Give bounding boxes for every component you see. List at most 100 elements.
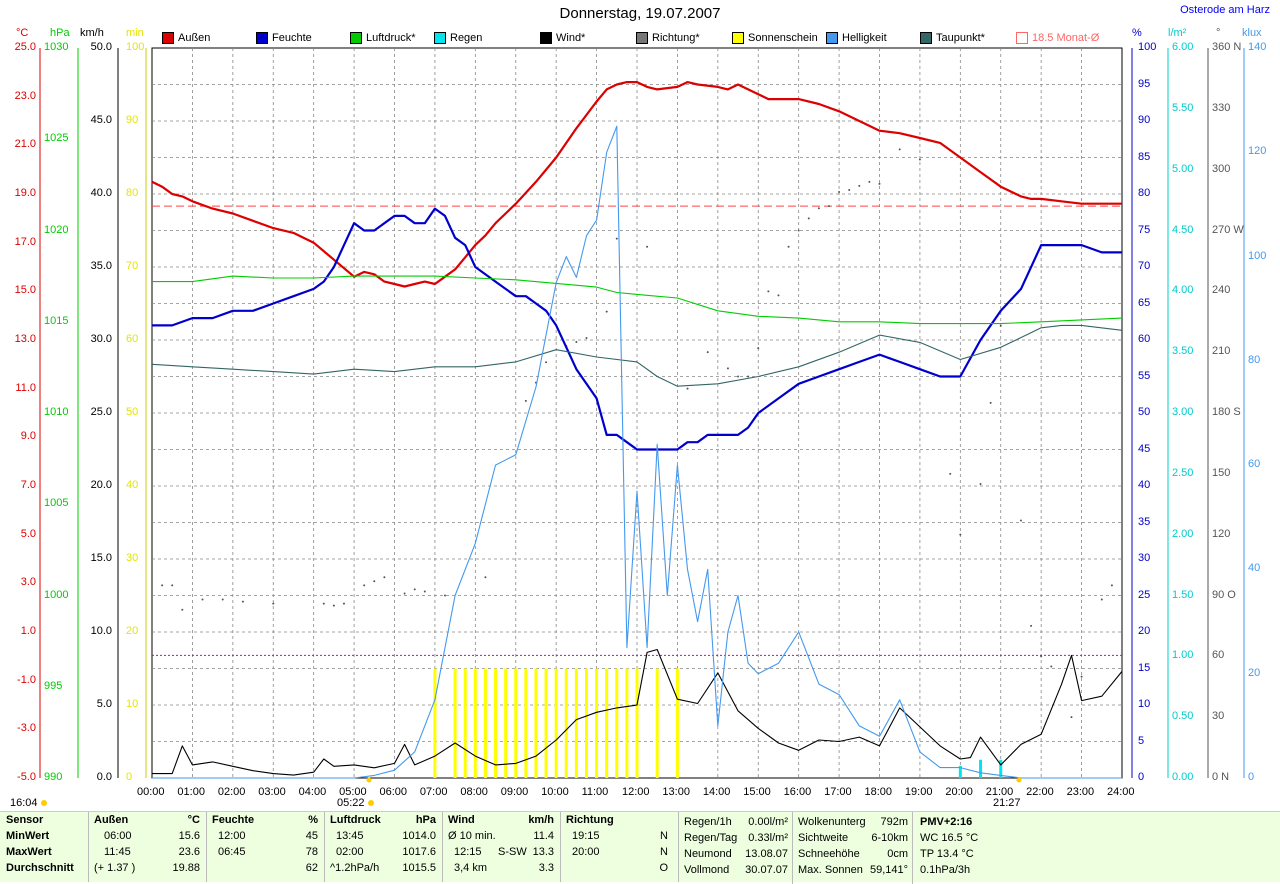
stats-wind-max-dir: S-SW bbox=[498, 846, 527, 858]
direction-dot bbox=[838, 190, 841, 193]
sunset-time: 21:27 bbox=[993, 797, 1021, 809]
lux-tick: 0 bbox=[1248, 771, 1255, 783]
time-tick: 04:00 bbox=[298, 786, 327, 798]
hum-tick: 90 bbox=[1138, 114, 1151, 126]
lux-tick: 120 bbox=[1248, 145, 1267, 158]
dir-tick: 240 bbox=[1212, 284, 1231, 297]
stats-feuchte-col: Feuchte% 12:00 45 06:45 78 62 bbox=[206, 812, 325, 882]
stats-luftdruck-max-time: 02:00 bbox=[336, 846, 364, 858]
rain-tick: 0.50 bbox=[1172, 710, 1194, 723]
stats-wind-avg: 3.3 bbox=[538, 862, 554, 874]
hum-tick: 100 bbox=[1138, 41, 1157, 53]
lux-tick: 40 bbox=[1248, 562, 1261, 575]
stats-feuchte-unit: % bbox=[308, 814, 318, 826]
stats-luftdruck-min-time: 13:45 bbox=[336, 830, 364, 842]
stats-richtung-max: N bbox=[660, 846, 668, 858]
direction-dot bbox=[858, 184, 861, 187]
stats-sensor-col: Sensor MinWert MaxWert Durchschnitt bbox=[0, 812, 89, 882]
direction-dot bbox=[1110, 584, 1113, 587]
sun-tick: 0 bbox=[126, 771, 133, 783]
direction-dot bbox=[342, 602, 345, 605]
direction-dot bbox=[322, 602, 325, 605]
sun-tick: 100 bbox=[126, 41, 145, 53]
press-tick: 1000 bbox=[44, 588, 69, 601]
time-tick: 12:00 bbox=[622, 786, 650, 798]
sunshine-bar bbox=[584, 668, 588, 778]
lux-tick: 20 bbox=[1248, 666, 1261, 679]
hum-tick: 45 bbox=[1138, 442, 1151, 455]
legend-label: Taupunkt* bbox=[936, 32, 985, 44]
direction-dot bbox=[221, 598, 224, 601]
direction-dot bbox=[787, 245, 790, 248]
direction-dot bbox=[605, 310, 608, 313]
legend-swatch bbox=[256, 32, 268, 44]
temp-tick: 21.0 bbox=[14, 138, 36, 151]
stats-pmv-col: PMV+2:16 WC 16.5 °C TP 13.4 °C 0.1hPa/3h bbox=[912, 812, 1002, 884]
direction-dot bbox=[807, 217, 810, 220]
direction-dot bbox=[868, 180, 871, 183]
hum-tick: 95 bbox=[1138, 77, 1151, 90]
sunshine-bar bbox=[433, 668, 437, 778]
direction-dot bbox=[332, 604, 335, 607]
direction-dot bbox=[989, 401, 992, 404]
time-tick: 09:00 bbox=[500, 786, 529, 798]
direction-dot bbox=[949, 472, 952, 475]
press-tick: 1030 bbox=[44, 41, 69, 53]
dir-tick: 300 bbox=[1212, 162, 1231, 175]
time-tick: 22:00 bbox=[1026, 786, 1054, 798]
direction-dot bbox=[1100, 598, 1103, 601]
temp-tick: 25.0 bbox=[14, 41, 36, 53]
direction-dot bbox=[423, 590, 426, 593]
lux-tick: 60 bbox=[1248, 458, 1261, 471]
legend-item: Taupunkt* bbox=[920, 30, 985, 46]
rain-tick: 5.50 bbox=[1172, 101, 1194, 114]
sunshine-bar bbox=[453, 668, 457, 778]
stats-min-label: MinWert bbox=[6, 830, 50, 842]
direction-dot bbox=[737, 375, 740, 378]
stats-pmv: PMV+2:16 bbox=[920, 816, 973, 828]
sun-tick: 10 bbox=[126, 698, 139, 710]
hum-tick: 25 bbox=[1138, 588, 1151, 601]
legend-item: Sonnenschein bbox=[732, 30, 818, 46]
time-tick: 20:00 bbox=[945, 786, 973, 798]
direction-dot bbox=[797, 229, 800, 232]
stats-luftdruck-min: 1014.0 bbox=[402, 830, 436, 842]
sunshine-bar bbox=[463, 668, 467, 778]
stats-trend3h: 0.1hPa/3h bbox=[920, 864, 971, 876]
wind-tick: 20.0 bbox=[90, 479, 112, 491]
direction-dot bbox=[767, 290, 770, 293]
dir-tick: 180 S bbox=[1212, 406, 1241, 418]
hum-tick: 5 bbox=[1138, 734, 1145, 747]
hum-tick: 85 bbox=[1138, 150, 1151, 163]
direction-dot bbox=[706, 351, 709, 354]
direction-dot bbox=[959, 533, 962, 536]
temp-tick: 13.0 bbox=[14, 333, 36, 345]
direction-dot bbox=[524, 399, 527, 402]
stats-feuchte-avg: 62 bbox=[305, 862, 318, 874]
hum-tick: 30 bbox=[1138, 552, 1151, 564]
stats-aussen-avg: 19.88 bbox=[172, 862, 200, 874]
temp-tick: 7.0 bbox=[20, 479, 36, 491]
direction-dot bbox=[615, 237, 618, 240]
stats-schnee-label: Schneehöhe bbox=[798, 848, 860, 860]
stats-wind-avg-label: Ø 10 min. bbox=[448, 830, 496, 842]
hum-tick: 60 bbox=[1138, 333, 1151, 345]
direction-dot bbox=[979, 482, 982, 485]
temp-tick: 3.0 bbox=[20, 576, 36, 589]
rain-tick: 3.50 bbox=[1172, 345, 1194, 358]
stats-sicht: 6-10km bbox=[871, 832, 908, 844]
location-link[interactable]: Osterode am Harz bbox=[1180, 4, 1270, 16]
stats-aussen-max: 23.6 bbox=[178, 846, 200, 858]
hum-tick: 65 bbox=[1138, 296, 1151, 309]
legend-item: Wind* bbox=[540, 30, 585, 46]
unit-wind: km/h bbox=[80, 27, 104, 39]
stats-wind-col: Wind km/h Ø 10 min. 11.4 12:15 S-SW 13.3 3,4… bbox=[442, 812, 561, 882]
sun-tick: 70 bbox=[126, 260, 139, 272]
sunshine-bar bbox=[675, 668, 679, 778]
direction-dot bbox=[444, 594, 447, 597]
sunshine-bar bbox=[473, 668, 477, 778]
temp-tick: 17.0 bbox=[14, 235, 36, 248]
direction-dot bbox=[999, 324, 1002, 327]
sunshine-bar bbox=[544, 668, 548, 778]
temp-tick: 9.0 bbox=[20, 430, 36, 443]
